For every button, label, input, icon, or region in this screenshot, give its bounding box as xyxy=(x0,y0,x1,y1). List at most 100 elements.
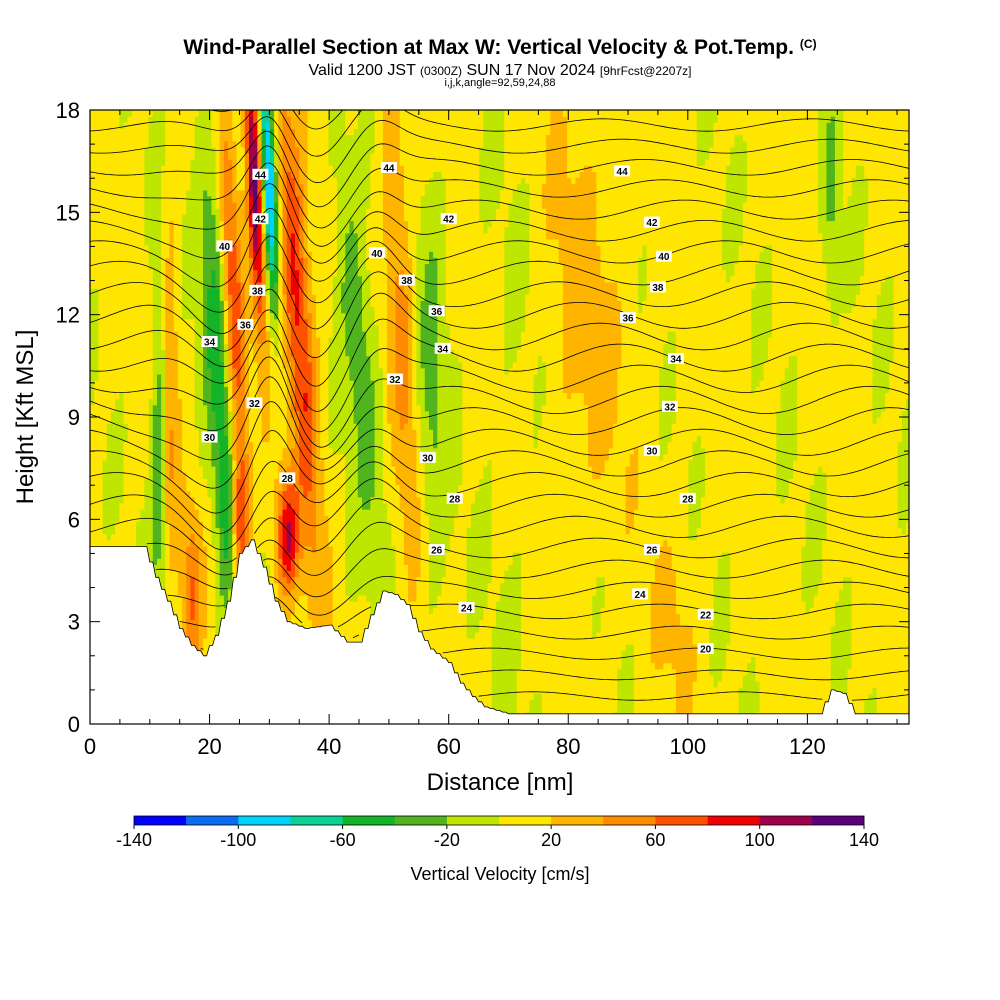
field-cell xyxy=(253,490,258,498)
field-cell xyxy=(244,496,250,504)
field-cell xyxy=(119,435,125,443)
field-cell xyxy=(232,140,238,148)
field-cell xyxy=(148,478,154,486)
field-cell xyxy=(269,269,275,277)
field-cell xyxy=(261,257,267,265)
field-cell xyxy=(198,140,204,148)
field-cell xyxy=(165,116,171,123)
field-cell xyxy=(173,165,179,172)
field-cell xyxy=(295,503,300,510)
field-cell xyxy=(219,312,225,320)
field-cell xyxy=(136,202,141,209)
field-cell xyxy=(203,122,208,129)
field-cell xyxy=(253,380,258,387)
field-cell xyxy=(152,257,158,265)
field-cell xyxy=(269,570,275,578)
field-cell xyxy=(194,374,200,381)
field-cell xyxy=(286,558,292,565)
field-cell xyxy=(102,435,108,443)
field-cell xyxy=(190,595,196,602)
field-cell xyxy=(253,386,258,393)
field-cell xyxy=(161,417,166,424)
field-cell xyxy=(207,189,212,197)
field-cell xyxy=(286,318,292,326)
field-cell xyxy=(161,472,166,479)
field-cell xyxy=(274,300,279,307)
field-cell xyxy=(286,245,292,252)
field-cell xyxy=(148,509,154,516)
field-cell xyxy=(203,453,208,461)
field-cell xyxy=(110,140,116,148)
field-cell xyxy=(136,165,141,172)
field-cell xyxy=(253,257,258,265)
field-cell xyxy=(207,177,212,185)
field-cell xyxy=(131,116,137,123)
field-cell xyxy=(261,552,267,559)
field-cell xyxy=(169,349,175,357)
field-cell xyxy=(119,288,125,295)
field-cell xyxy=(136,386,141,393)
field-cell xyxy=(249,521,254,529)
field-cell xyxy=(144,441,150,449)
title-copyright-mark: (C) xyxy=(800,37,817,51)
field-cell xyxy=(94,226,99,234)
field-cell xyxy=(219,134,225,142)
field-cell xyxy=(232,570,238,578)
field-cell xyxy=(182,447,187,455)
field-cell xyxy=(165,595,171,602)
field-cell xyxy=(211,269,217,277)
field-cell xyxy=(282,312,288,320)
field-cell xyxy=(177,613,183,621)
field-cell xyxy=(148,490,154,498)
field-cell xyxy=(152,238,158,246)
field-cell xyxy=(148,275,154,283)
field-cell xyxy=(219,460,225,467)
field-cell xyxy=(198,601,204,608)
field-cell xyxy=(161,361,166,369)
field-cell xyxy=(136,116,141,123)
field-cell xyxy=(232,466,238,473)
field-cell xyxy=(123,300,129,307)
field-cell xyxy=(173,367,179,375)
field-cell xyxy=(223,312,229,320)
field-cell xyxy=(211,288,217,295)
field-cell xyxy=(282,214,288,222)
field-cell xyxy=(194,619,200,627)
field-cell xyxy=(148,324,154,332)
field-cell xyxy=(257,374,263,381)
field-cell xyxy=(194,509,200,516)
field-cell xyxy=(98,435,104,443)
field-cell xyxy=(253,269,258,277)
field-cell xyxy=(286,527,292,535)
field-cell xyxy=(290,214,296,222)
field-cell xyxy=(211,318,217,326)
field-cell xyxy=(249,177,254,185)
field-cell xyxy=(119,324,125,332)
field-cell xyxy=(102,484,108,492)
field-cell xyxy=(228,447,233,455)
field-cell xyxy=(119,367,125,375)
field-cell xyxy=(186,374,191,381)
field-cell xyxy=(182,404,187,412)
field-cell xyxy=(261,404,267,412)
field-cell xyxy=(190,337,196,344)
field-cell xyxy=(136,122,141,129)
field-cell xyxy=(265,453,271,461)
field-cell xyxy=(173,595,179,602)
field-cell xyxy=(115,515,120,522)
field-cell xyxy=(194,564,200,572)
field-cell xyxy=(236,269,242,277)
field-cell xyxy=(102,410,108,418)
field-cell xyxy=(207,588,212,596)
field-cell xyxy=(257,367,263,375)
field-cell xyxy=(265,558,271,565)
field-cell xyxy=(219,466,225,473)
field-cell xyxy=(157,300,162,307)
field-cell xyxy=(244,367,250,375)
field-cell xyxy=(165,294,171,301)
field-cell xyxy=(165,275,171,283)
field-cell xyxy=(90,515,95,522)
field-cell xyxy=(207,613,212,621)
field-cell xyxy=(269,183,275,191)
field-cell xyxy=(274,275,279,283)
